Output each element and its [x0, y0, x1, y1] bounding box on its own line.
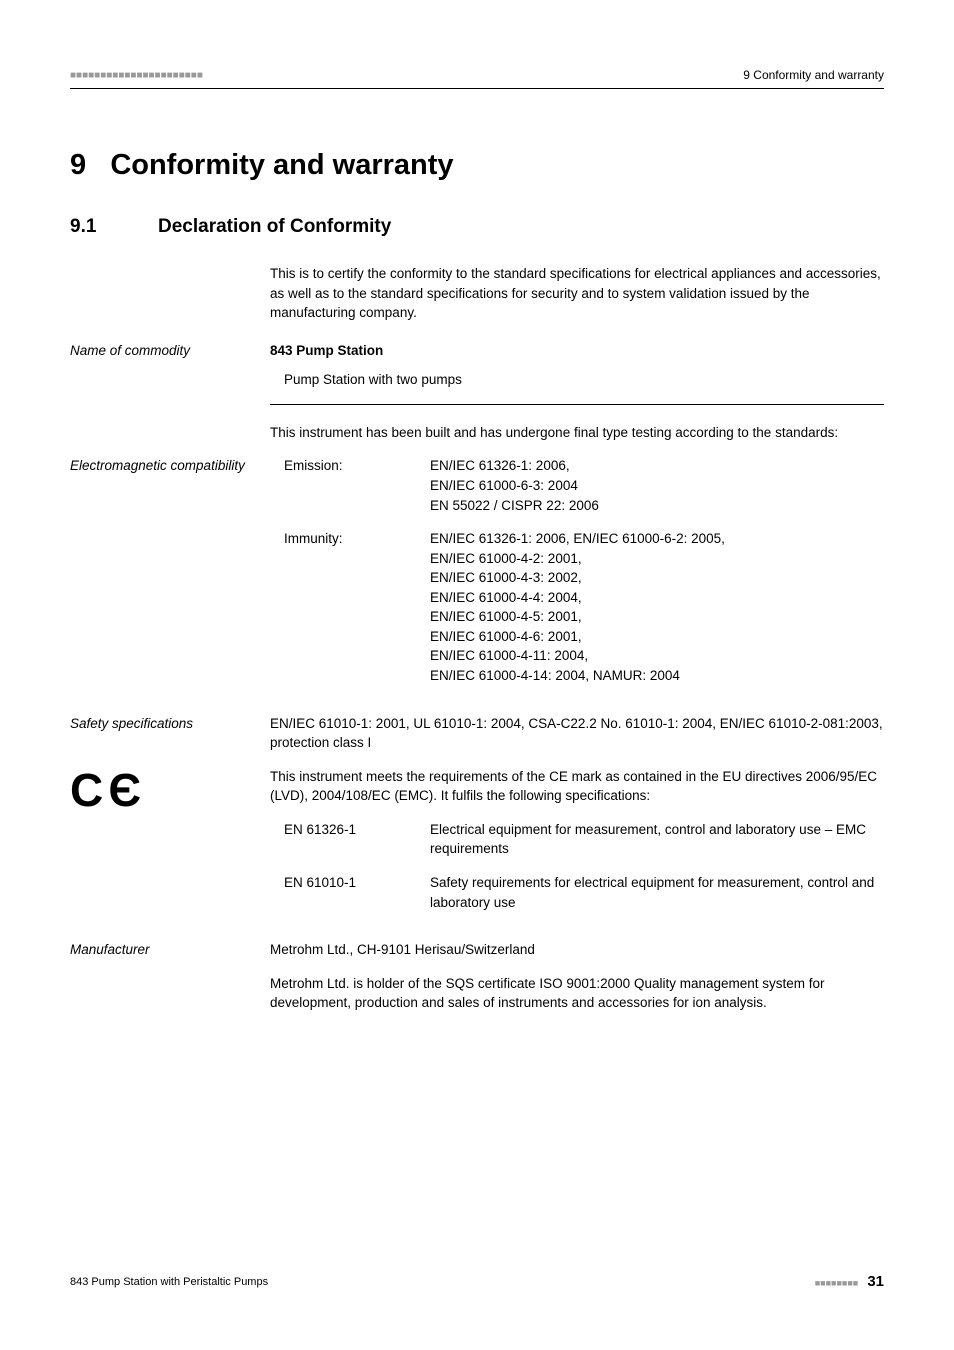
emission-values: EN/IEC 61326-1: 2006, EN/IEC 61000-6-3: …: [430, 456, 884, 515]
manufacturer-label: Manufacturer: [70, 940, 270, 1013]
chapter-number: 9: [70, 149, 86, 181]
page-number: 31: [867, 1273, 884, 1290]
ce-spec1-desc: Electrical equipment for measurement, co…: [430, 820, 884, 859]
standards-intro: This instrument has been built and has u…: [270, 423, 884, 443]
header-dash-left: ■■■■■■■■■■■■■■■■■■■■■■: [70, 70, 203, 81]
ce-spec2-code: EN 61010-1: [270, 873, 430, 912]
footer-dash: ■■■■■■■■: [815, 1278, 859, 1288]
manufacturer-cert: Metrohm Ltd. is holder of the SQS certif…: [270, 974, 884, 1013]
divider-1: [270, 404, 884, 405]
emc-label: Electromagnetic compatibility: [70, 456, 270, 699]
section-text: Declaration of Conformity: [158, 216, 391, 237]
section-number: 9.1: [70, 216, 158, 238]
ce-spec2-desc: Safety requirements for electrical equip…: [430, 873, 884, 912]
safety-value: EN/IEC 61010-1: 2001, UL 61010-1: 2004, …: [270, 714, 884, 753]
section-title: 9.1Declaration of Conformity: [70, 216, 884, 238]
commodity-desc: Pump Station with two pumps: [270, 370, 884, 390]
immunity-label: Immunity:: [270, 529, 430, 686]
immunity-values: EN/IEC 61326-1: 2006, EN/IEC 61000-6-2: …: [430, 529, 884, 686]
intro-paragraph: This is to certify the conformity to the…: [270, 264, 884, 323]
emission-label: Emission:: [270, 456, 430, 515]
manufacturer-name: Metrohm Ltd., CH-9101 Herisau/Switzerlan…: [270, 940, 884, 960]
chapter-text: Conformity and warranty: [110, 149, 453, 181]
chapter-title: 9 Conformity and warranty: [70, 149, 884, 182]
safety-label: Safety specifications: [70, 714, 270, 753]
footer-product: 843 Pump Station with Peristaltic Pumps: [70, 1276, 268, 1288]
ce-spec1-code: EN 61326-1: [270, 820, 430, 859]
header-divider: [70, 88, 884, 89]
commodity-name: 843 Pump Station: [270, 341, 884, 361]
commodity-label: Name of commodity: [70, 341, 270, 390]
ce-mark-icon: C Є: [70, 764, 139, 816]
header-section-ref: 9 Conformity and warranty: [743, 68, 884, 82]
page-footer: 843 Pump Station with Peristaltic Pumps …: [70, 1273, 884, 1290]
ce-intro: This instrument meets the requirements o…: [270, 767, 884, 806]
